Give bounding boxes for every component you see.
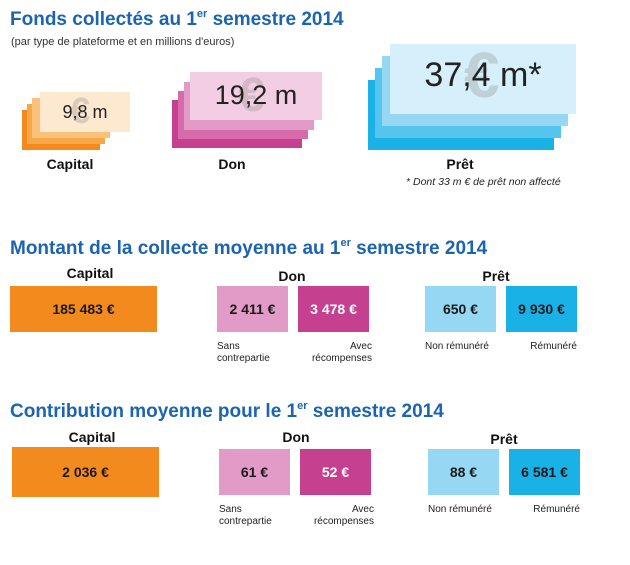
s3-pret-rem-box: 6 581 € <box>509 449 580 495</box>
s3-pret-rem-sublabel: Rémunéré <box>533 504 580 515</box>
section2-title: Montant de la collecte moyenne au 1er se… <box>10 237 488 259</box>
s3-pret-header: Prêt <box>490 431 518 447</box>
don-total-label: 19,2 m <box>214 80 298 110</box>
s2-don-avec-sublabel: Avec récompenses <box>311 341 372 364</box>
pret-total-label: 37,4 m* <box>424 56 542 94</box>
s2-don-header: Don <box>278 268 306 284</box>
s3-don-avec-sublabel: Avec récompenses <box>313 504 374 527</box>
section1-subtitle: (par type de plateforme et en millions d… <box>11 36 235 48</box>
capital-category: Capital <box>46 156 94 172</box>
s3-pret-non-box: 88 € <box>428 449 499 495</box>
capital-total-label: 9,8 m <box>62 102 108 122</box>
s2-pret-non-box: 650 € <box>425 286 496 332</box>
don-category: Don <box>218 156 246 172</box>
s3-don-header: Don <box>282 429 310 445</box>
s3-don-sans-sublabel: Sans contrepartie <box>219 504 272 527</box>
s3-pret-non-sublabel: Non rémunéré <box>428 504 492 515</box>
s3-capital-box: 2 036 € <box>12 447 159 497</box>
euro-watermark-icon: € <box>70 90 91 131</box>
pret-stack-top: € 37,4 m* <box>390 39 576 114</box>
euro-watermark-icon: € <box>464 39 500 111</box>
s2-capital-header: Capital <box>66 265 114 281</box>
s3-don-avec-box: 52 € <box>300 449 371 495</box>
s2-pret-rem-box: 9 930 € <box>506 286 577 332</box>
section1-title: Fonds collectés au 1er semestre 2014 <box>10 8 344 30</box>
capital-stack-top: € 9,8 m <box>40 90 130 132</box>
s2-don-sans-box: 2 411 € <box>217 286 288 332</box>
s2-pret-header: Prêt <box>482 268 510 284</box>
euro-watermark-icon: € <box>238 69 265 122</box>
s2-pret-non-sublabel: Non rémunéré <box>425 341 489 352</box>
footnote: * Dont 33 m € de prêt non affecté <box>406 176 561 188</box>
s3-capital-header: Capital <box>68 429 116 445</box>
section3-title: Contribution moyenne pour le 1er semestr… <box>10 400 444 422</box>
s2-pret-rem-sublabel: Rémunéré <box>530 341 577 352</box>
s2-don-avec-box: 3 478 € <box>298 286 369 332</box>
s3-don-sans-box: 61 € <box>219 449 290 495</box>
s2-capital-box: 185 483 € <box>10 286 157 332</box>
pret-category: Prêt <box>446 156 474 172</box>
don-stack-top: € 19,2 m <box>190 69 322 122</box>
s2-don-sans-sublabel: Sans contrepartie <box>217 341 270 364</box>
